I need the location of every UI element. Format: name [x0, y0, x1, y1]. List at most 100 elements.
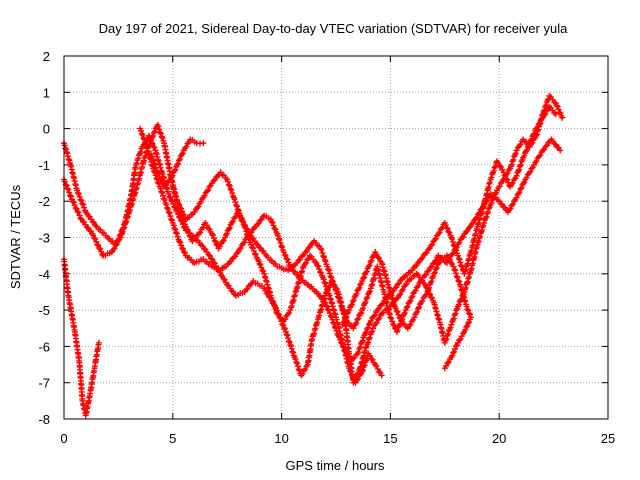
data-point: [542, 102, 549, 109]
data-point: [552, 111, 559, 118]
data-point: [294, 363, 301, 370]
data-point: [209, 256, 216, 263]
data-point: [205, 186, 212, 193]
data-point: [233, 203, 240, 210]
data-point: [343, 313, 350, 320]
data-point: [252, 251, 259, 258]
data-point: [163, 201, 170, 208]
data-point: [80, 201, 87, 208]
data-point: [390, 321, 397, 328]
data-point: [181, 218, 188, 225]
data-point: [453, 342, 460, 349]
data-point: [231, 196, 238, 203]
data-point: [556, 109, 563, 116]
data-point: [238, 217, 245, 224]
data-point: [180, 246, 187, 253]
data-point: [299, 370, 306, 377]
data-point: [373, 319, 380, 326]
data-point: [447, 324, 454, 331]
data-point: [149, 133, 156, 140]
data-point: [453, 247, 460, 254]
y-tick-label: -1: [38, 158, 50, 173]
data-point: [436, 259, 443, 266]
data-point: [156, 173, 163, 180]
data-point: [455, 301, 462, 308]
data-point: [470, 219, 477, 226]
data-point: [527, 168, 534, 175]
data-point: [444, 225, 451, 232]
data-point: [415, 283, 422, 290]
data-point: [221, 276, 228, 283]
data-point: [403, 280, 410, 287]
data-point: [428, 278, 435, 285]
data-point: [71, 202, 78, 209]
data-point: [418, 277, 425, 284]
data-point: [348, 301, 355, 308]
data-point: [283, 331, 290, 338]
y-tick-label: -3: [38, 231, 50, 246]
data-point: [61, 178, 68, 185]
data-point: [216, 243, 223, 250]
data-point: [219, 273, 226, 280]
data-point: [157, 185, 164, 192]
data-point: [293, 359, 300, 366]
data-point: [237, 214, 244, 221]
data-point: [158, 188, 165, 195]
data-point: [443, 335, 450, 342]
data-point: [452, 345, 459, 352]
data-point: [289, 348, 296, 355]
data-point: [243, 228, 250, 235]
data-point: [450, 315, 457, 322]
data-point: [271, 303, 278, 310]
data-point: [288, 343, 295, 350]
data-point: [460, 233, 467, 240]
data-point: [276, 236, 283, 243]
data-point: [155, 170, 162, 177]
data-point: [431, 269, 438, 276]
data-point: [355, 375, 362, 382]
data-point: [67, 193, 74, 200]
data-point: [183, 143, 190, 150]
data-point: [523, 147, 530, 154]
data-point: [378, 372, 385, 379]
data-point: [72, 204, 79, 211]
data-point: [366, 262, 373, 269]
data-point: [353, 319, 360, 326]
data-point: [394, 327, 401, 334]
data-point: [184, 227, 191, 234]
data-point: [480, 219, 487, 226]
data-point: [404, 303, 411, 310]
data-point: [178, 242, 185, 249]
data-point: [333, 287, 340, 294]
data-point: [518, 184, 525, 191]
data-point: [452, 246, 459, 253]
data-point: [388, 315, 395, 322]
data-point: [451, 266, 458, 273]
data-point: [483, 213, 490, 220]
data-point: [366, 288, 373, 295]
data-point: [199, 224, 206, 231]
data-point: [151, 160, 158, 167]
data-point: [166, 210, 173, 217]
data-point: [365, 324, 372, 331]
data-point: [394, 308, 401, 315]
data-point: [206, 252, 213, 259]
data-point: [76, 193, 83, 200]
data-point: [200, 140, 207, 147]
data-point: [283, 255, 290, 262]
data-point: [393, 307, 400, 314]
data-point: [302, 366, 309, 373]
data-point: [180, 217, 187, 224]
data-point: [356, 284, 363, 291]
data-point: [517, 161, 524, 168]
data-point: [324, 286, 331, 293]
data-point: [81, 204, 88, 211]
data-point: [485, 208, 492, 215]
data-point: [268, 294, 275, 301]
data-point: [512, 150, 519, 157]
data-point: [66, 189, 73, 196]
data-point: [167, 213, 174, 220]
data-point: [557, 110, 564, 117]
data-point: [174, 233, 181, 240]
data-point: [319, 249, 326, 256]
